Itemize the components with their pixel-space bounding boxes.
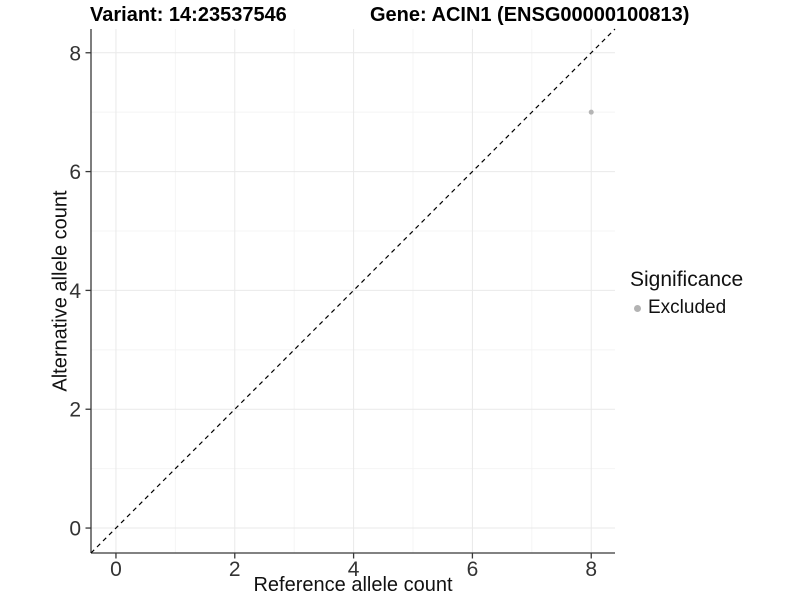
x-tick-label: 8 [585, 558, 597, 581]
identity-line [90, 28, 616, 554]
y-axis-title: Alternative allele count [49, 190, 72, 392]
legend-entry-excluded: Excluded [630, 297, 743, 319]
y-tick-label: 2 [69, 399, 81, 422]
legend-entry-label: Excluded [648, 297, 727, 318]
plot-title-variant: Variant: 14:23537546 [90, 4, 287, 26]
legend-title: Significance [630, 268, 744, 291]
legend-key-point-icon [634, 304, 641, 312]
y-tick-label: 0 [69, 518, 81, 541]
x-tick-label: 6 [467, 558, 479, 581]
legend: Significance Excluded [630, 268, 743, 319]
data-point-excluded [588, 109, 594, 115]
x-tick-label: 0 [110, 558, 122, 581]
plot-title-gene: Gene: ACIN1 (ENSG00000100813) [370, 4, 690, 26]
x-tick-label: 4 [348, 558, 360, 581]
y-tick-label: 6 [69, 161, 81, 184]
y-tick-label: 8 [69, 42, 81, 65]
x-axis-title: Reference allele count [253, 574, 453, 596]
x-tick-label: 2 [229, 558, 241, 581]
y-tick-label: 4 [69, 280, 81, 303]
